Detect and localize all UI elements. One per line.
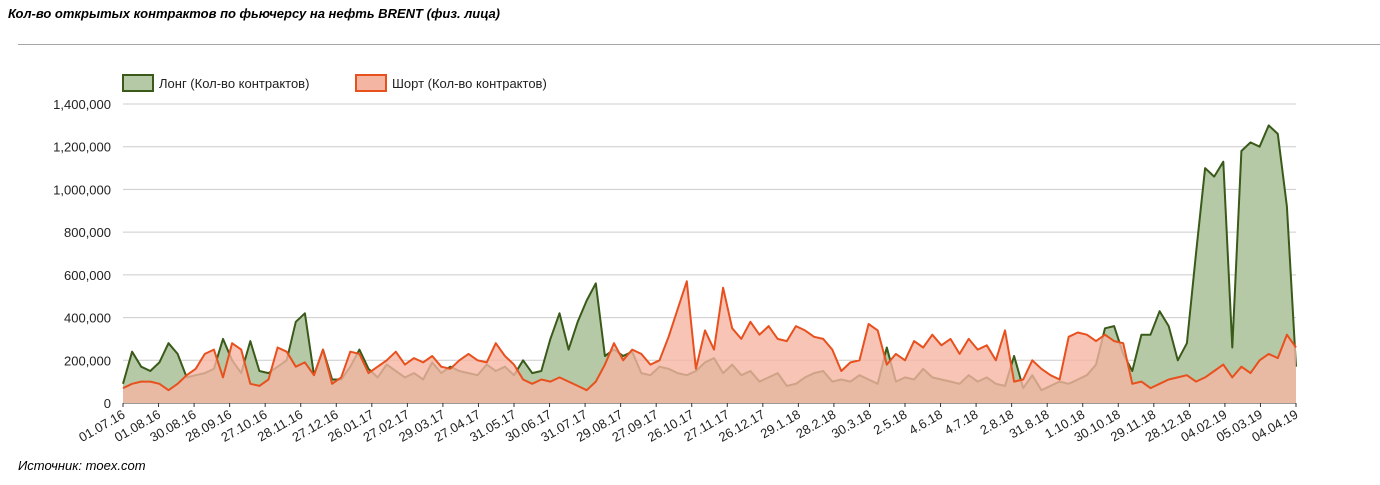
x-tick-label: 4.6.18	[906, 407, 945, 438]
source-note: Источник: moex.com	[18, 458, 146, 473]
y-tick-label: 200,000	[64, 353, 111, 368]
legend-short-label: Шорт (Кол-во контрактов)	[392, 76, 547, 91]
x-axis: 01.07.1601.08.1630.08.1628.09.1627.10.16…	[76, 403, 1301, 445]
x-tick-label: 29.1.18	[758, 407, 803, 442]
y-tick-label: 1,200,000	[53, 140, 111, 155]
chart-title: Кол-во открытых контрактов по фьючерсу н…	[8, 6, 501, 21]
y-tick-label: 600,000	[64, 268, 111, 283]
x-tick-label: 31.8.18	[1007, 407, 1052, 442]
x-tick-label: 30.3.18	[829, 407, 874, 442]
y-tick-label: 1,400,000	[53, 97, 111, 112]
y-axis: 0 200,000 400,000 600,000 800,000 1,000,000 1,…	[53, 97, 111, 411]
legend-short-swatch	[355, 74, 387, 92]
x-tick-label: 2.5.18	[871, 407, 910, 438]
series-areas	[122, 124, 1297, 404]
y-tick-label: 1,000,000	[53, 182, 111, 197]
legend: Лонг (Кол-во контрактов) Шорт (Кол-во ко…	[122, 74, 547, 92]
y-tick-label: 800,000	[64, 225, 111, 240]
x-tick-label: 4.7.18	[942, 407, 981, 438]
title-divider	[18, 44, 1380, 45]
legend-long-swatch	[122, 74, 154, 92]
y-tick-label: 0	[104, 396, 111, 411]
short-line	[122, 280, 1297, 392]
y-tick-label: 400,000	[64, 311, 111, 326]
x-tick-label: 28.2.18	[793, 407, 838, 442]
legend-long-label: Лонг (Кол-во контрактов)	[159, 76, 309, 91]
